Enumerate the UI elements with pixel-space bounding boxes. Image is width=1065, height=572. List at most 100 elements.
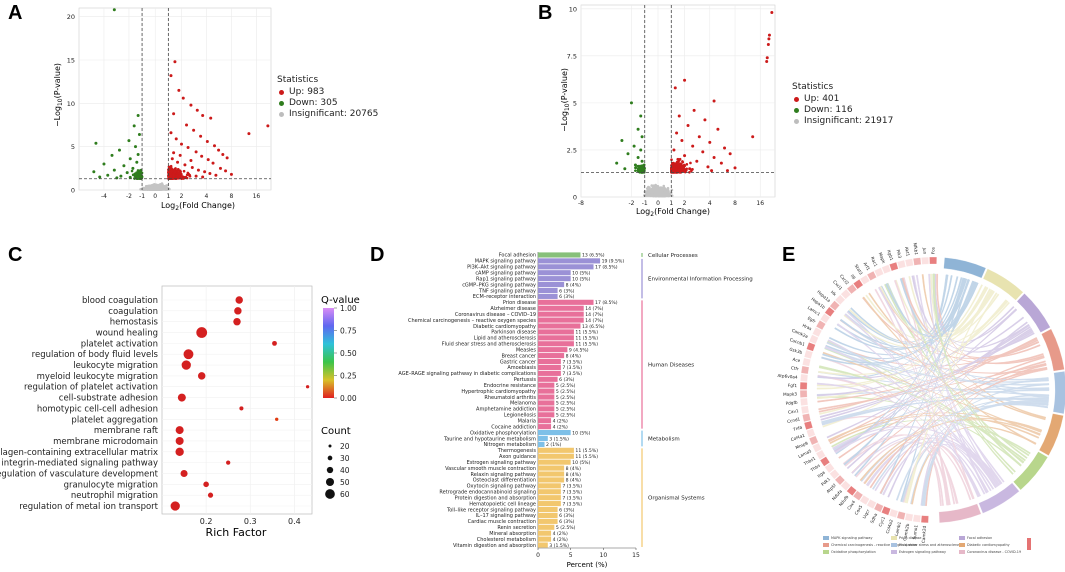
gene-label: Mapk3 — [783, 391, 797, 396]
insignificant-point — [652, 184, 655, 187]
insignificant-point — [139, 188, 142, 191]
pathway-label: Focal adhesion — [499, 253, 536, 259]
gene-sector — [840, 288, 852, 300]
colorbar-tick-label: 0.75 — [340, 327, 357, 336]
up-point — [194, 174, 198, 178]
pathway-bar-value: 5 (2.5%) — [556, 383, 576, 389]
gene-sector — [829, 300, 840, 311]
up-point — [183, 163, 187, 167]
up-point — [712, 155, 716, 159]
chord-legend-label: Fluid shear stress and atherosclerosis — [899, 543, 963, 547]
gene-sector — [846, 485, 857, 497]
insignificant-point — [664, 190, 667, 194]
up-point — [214, 173, 218, 177]
gene-sector — [889, 261, 899, 272]
chord — [862, 296, 1037, 445]
go-term-label: regulation of metal ion transport — [19, 502, 158, 512]
pathway-label: Retrograde endocannabinoid signaling — [439, 490, 536, 496]
pathway-bar — [538, 483, 561, 489]
chord — [843, 281, 977, 466]
insignificant-point — [661, 191, 664, 194]
gene-sector — [904, 512, 914, 522]
d-xlabel: Percent (%) — [567, 561, 608, 569]
x-tick-label: 16 — [253, 193, 261, 200]
down-point — [92, 170, 96, 174]
pathway-bar-value: 5 (2.5%) — [556, 413, 576, 419]
insignificant-point — [165, 184, 169, 187]
pathway-bar — [538, 512, 558, 518]
gene-sector — [824, 462, 835, 474]
pathway-bar — [538, 430, 571, 436]
kegg-bar-chart: Percent (%) Focal adhesion 13 (6.5%) MAPK … — [398, 252, 753, 569]
up-point — [677, 114, 681, 118]
gene-sector — [815, 320, 826, 331]
up-point — [685, 168, 688, 172]
insignificant-point — [668, 193, 672, 196]
go-bubble-chart: Rich Factor Q-value Count 0.2 0.3 0.4 blood… — [0, 285, 360, 539]
down-point — [634, 166, 638, 169]
pathway-bar — [538, 435, 548, 442]
up-point — [169, 174, 173, 178]
pathway-bar-value: 5 (2.5%) — [556, 407, 576, 413]
down-point — [112, 168, 116, 172]
down-point — [634, 169, 637, 172]
up-point — [221, 152, 225, 156]
up-point — [224, 169, 228, 173]
go-term-label: wound healing — [96, 329, 158, 339]
down-point — [620, 139, 624, 143]
pathway-bar — [538, 453, 574, 459]
legend-swatch-icon — [823, 550, 829, 554]
pathway-bar-value: 7 (3.5%) — [562, 359, 582, 365]
y-tick-label: 10 — [67, 100, 75, 108]
up-points — [670, 11, 774, 174]
y-tick-label: 0 — [573, 194, 577, 202]
up-point — [765, 59, 769, 63]
pathway-label: Mineral absorption — [489, 531, 536, 537]
bubble — [226, 460, 231, 465]
pathway-label: Rheumatoid arthritis — [484, 395, 536, 401]
pathway-bar-value: 6 (3%) — [559, 288, 574, 294]
pathway-label: Oxytocin signaling pathway — [467, 484, 536, 490]
pathway-label: Cardiac muscle contraction — [468, 519, 536, 525]
down-point — [137, 133, 141, 137]
y-tick-label: 7.5 — [567, 52, 577, 60]
insig-dot-icon — [794, 118, 799, 124]
pathway-bar-value: 4 (2%) — [553, 531, 568, 537]
a-legend-insig: Insignificant: 20765 — [279, 109, 378, 119]
pathway-bar-value: 11 (5.5%) — [575, 342, 598, 348]
down-point — [640, 135, 644, 139]
chord — [868, 292, 1046, 421]
down-point — [134, 172, 138, 176]
gene-label: Cacnb1 — [789, 337, 806, 347]
up-point — [690, 169, 693, 173]
bubble — [207, 492, 214, 498]
bubble — [183, 349, 194, 360]
c-count-title: Count — [321, 426, 351, 437]
pathway-bar — [538, 524, 555, 530]
pathway-bar-value: 17 (8.5%) — [595, 300, 618, 306]
panel-e-letter: E — [782, 244, 796, 266]
up-point — [169, 131, 173, 135]
gene-label: Thbs1 — [802, 455, 817, 466]
chord-legend-label: Coronavirus disease - COVID-19 — [967, 550, 1022, 554]
chord-legend-label: MAPK signaling pathway — [831, 536, 873, 540]
chord — [921, 394, 1050, 506]
gene-sector — [808, 334, 819, 345]
x-tick-label: 16 — [756, 200, 764, 207]
pathway-label: Toll–like receptor signaling pathway — [446, 507, 536, 513]
bubble — [175, 436, 184, 445]
b-legend-down: Down: 116 — [794, 105, 853, 115]
down-point — [117, 148, 121, 152]
count-legend-label: 40 — [340, 466, 350, 475]
pathway-label: Measles — [516, 347, 537, 353]
pathway-sector — [1052, 371, 1065, 415]
up-point — [201, 113, 205, 117]
pathway-label: AGE–RAGE signaling pathway in diabetic c… — [398, 371, 536, 377]
up-point — [172, 173, 175, 177]
gene-label: Atp6v0a4 — [777, 373, 798, 380]
panel-a-letter: A — [8, 2, 23, 24]
colorbar-tick-label: 0.50 — [340, 349, 357, 358]
down-point — [119, 174, 123, 178]
chord-diagram: Camk2dSumo1Camk2bLamb1Col4a2Cyc1SdhaUqcr… — [777, 242, 1065, 550]
up-point — [225, 156, 229, 160]
